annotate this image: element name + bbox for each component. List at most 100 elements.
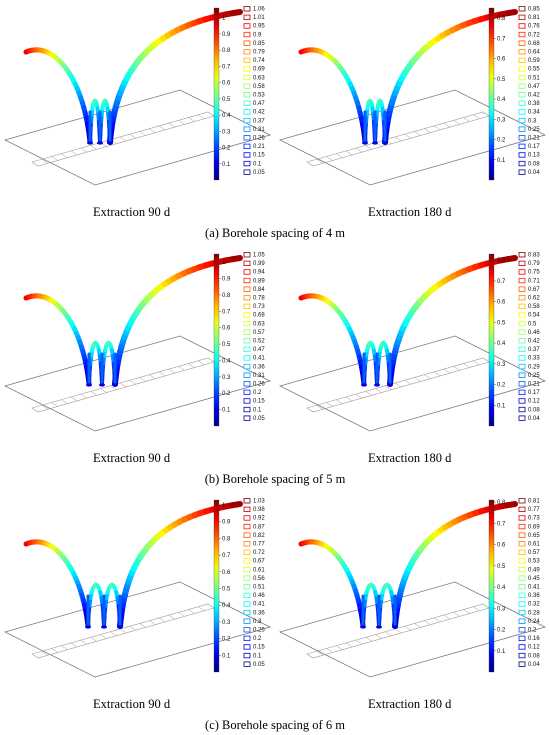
colorbar-tick: 0.7 xyxy=(497,279,506,285)
legend-label: 0.71 xyxy=(528,278,540,284)
plot-b-180d: 0.8 0.7 0.6 0.5 0.4 0.3 0.2 0.1 0.83 0.79 0.75 0.71… xyxy=(278,252,547,432)
ground-plane xyxy=(3,89,272,186)
legend-swatch xyxy=(243,135,251,141)
colorbar xyxy=(213,499,220,673)
legend-swatch xyxy=(243,644,251,650)
colorbar-tick: 0.3 xyxy=(497,362,506,368)
legend-swatch xyxy=(243,541,251,547)
legend-label: 0.72 xyxy=(528,32,540,38)
legend-swatch xyxy=(243,363,251,370)
displacement-surface xyxy=(298,255,518,387)
legend-label: 0.82 xyxy=(253,533,265,539)
legend-swatch xyxy=(243,286,251,292)
legend-swatch xyxy=(518,100,526,106)
colorbar-tick: 0.6 xyxy=(497,300,506,306)
legend-swatch xyxy=(243,627,251,633)
colorbar-tick: 0.1 xyxy=(222,653,231,659)
legend-label: 0.76 xyxy=(528,24,540,30)
colorbar-tick: 0.5 xyxy=(497,77,506,83)
legend-label: 0.33 xyxy=(528,356,540,362)
legend-swatch xyxy=(243,312,251,318)
legend-swatch xyxy=(243,303,251,309)
colorbar-tick: 0.2 xyxy=(497,138,506,144)
legend-label: 0.31 xyxy=(253,373,265,379)
legend-label: 0.37 xyxy=(528,347,540,353)
panel-a-180d: 0.8 0.7 0.6 0.5 0.4 0.3 0.2 0.1 0.85 0.81 0.76 0.72… xyxy=(275,0,550,219)
legend-label: 0.99 xyxy=(253,261,265,267)
colorbar-tick: 0.9 xyxy=(222,32,231,38)
legend-swatch xyxy=(243,618,251,624)
legend-swatch xyxy=(518,14,526,21)
legend-label: 0.1 xyxy=(253,161,262,167)
legend-label: 0.92 xyxy=(253,516,265,522)
legend-label: 0.5 xyxy=(528,321,537,327)
legend-label: 0.77 xyxy=(253,542,265,548)
legend-swatch xyxy=(243,92,251,98)
legend-label: 0.69 xyxy=(528,524,540,530)
legend-swatch xyxy=(518,566,526,573)
colorbar-tick: 0.2 xyxy=(222,637,231,643)
legend-swatch xyxy=(518,609,526,616)
legend-swatch xyxy=(243,558,251,564)
legend-label: 0.05 xyxy=(253,662,265,668)
legend-label: 1.05 xyxy=(253,253,265,259)
legend-swatch xyxy=(518,40,526,46)
legend-swatch xyxy=(243,398,251,404)
legend-label: 0.1 xyxy=(253,407,262,413)
row-caption: (b) Borehole spacing of 5 m xyxy=(204,472,346,486)
legend-swatch xyxy=(243,57,251,63)
legend-swatch xyxy=(243,152,251,158)
legend-swatch xyxy=(243,338,251,344)
colorbar-tick: 0.9 xyxy=(222,520,231,526)
legend-label: 0.51 xyxy=(528,75,540,81)
colorbar-tick: 0.7 xyxy=(222,64,231,70)
legend-swatch xyxy=(518,320,526,327)
legend-swatch xyxy=(518,169,526,175)
legend-swatch xyxy=(518,389,526,396)
legend-swatch xyxy=(243,74,251,81)
legend-swatch xyxy=(243,592,251,598)
colorbar-tick: 0.6 xyxy=(497,543,506,549)
colorbar-tick: 0.2 xyxy=(497,383,506,389)
legend-swatch xyxy=(518,541,526,547)
colorbar-tick: 0.1 xyxy=(497,158,506,164)
legend-label: 0.69 xyxy=(253,67,265,73)
legend-swatch xyxy=(518,152,526,158)
legend-swatch xyxy=(243,260,251,267)
legend-label: 0.47 xyxy=(253,347,265,353)
colorbar-tick: 0.6 xyxy=(222,326,231,332)
colorbar-tick: 0.8 xyxy=(497,500,506,506)
colorbar-tick: 0.4 xyxy=(497,97,506,103)
legend-label: 0.05 xyxy=(253,416,265,422)
legend-label: 0.04 xyxy=(528,170,540,176)
legend-swatch xyxy=(518,312,526,318)
plot-c-90d: 1 0.9 0.8 0.7 0.6 0.5 0.4 0.3 0.2 0.1 1.03 0.98 0.92… xyxy=(3,498,272,678)
legend-swatch xyxy=(243,381,251,387)
legend-swatch xyxy=(243,389,251,396)
legend: 1.03 0.98 0.92 0.87 0.82 0.77 0.72 0.67 0.61 0.56… xyxy=(243,498,265,668)
colorbar-tick: 0.4 xyxy=(222,603,231,609)
legend-label: 0.67 xyxy=(253,559,265,565)
row-a: 1 0.9 0.8 0.7 0.6 0.5 0.4 0.3 0.2 0.1 1.06 1.01 0.95… xyxy=(0,0,550,245)
legend-label: 0.42 xyxy=(528,339,540,345)
legend-swatch xyxy=(518,498,526,504)
legend-swatch xyxy=(243,126,251,132)
borehole-marker xyxy=(107,141,113,145)
borehole-marker xyxy=(392,625,398,629)
legend-label: 0.17 xyxy=(528,390,540,396)
legend-label: 0.21 xyxy=(528,136,540,142)
legend-label: 0.41 xyxy=(253,602,265,608)
legend-swatch xyxy=(243,635,251,642)
legend-label: 0.37 xyxy=(253,118,265,124)
legend-swatch xyxy=(518,406,526,413)
legend-swatch xyxy=(518,618,526,624)
borehole-marker xyxy=(372,141,378,145)
road-ticks xyxy=(316,606,480,656)
legend-label: 0.94 xyxy=(253,270,265,276)
colorbar-tick: 0.2 xyxy=(222,391,231,397)
legend-swatch xyxy=(518,532,526,538)
legend-swatch xyxy=(518,584,526,590)
legend-swatch xyxy=(518,83,526,89)
colorbar xyxy=(213,7,220,181)
borehole-marker xyxy=(101,625,107,629)
